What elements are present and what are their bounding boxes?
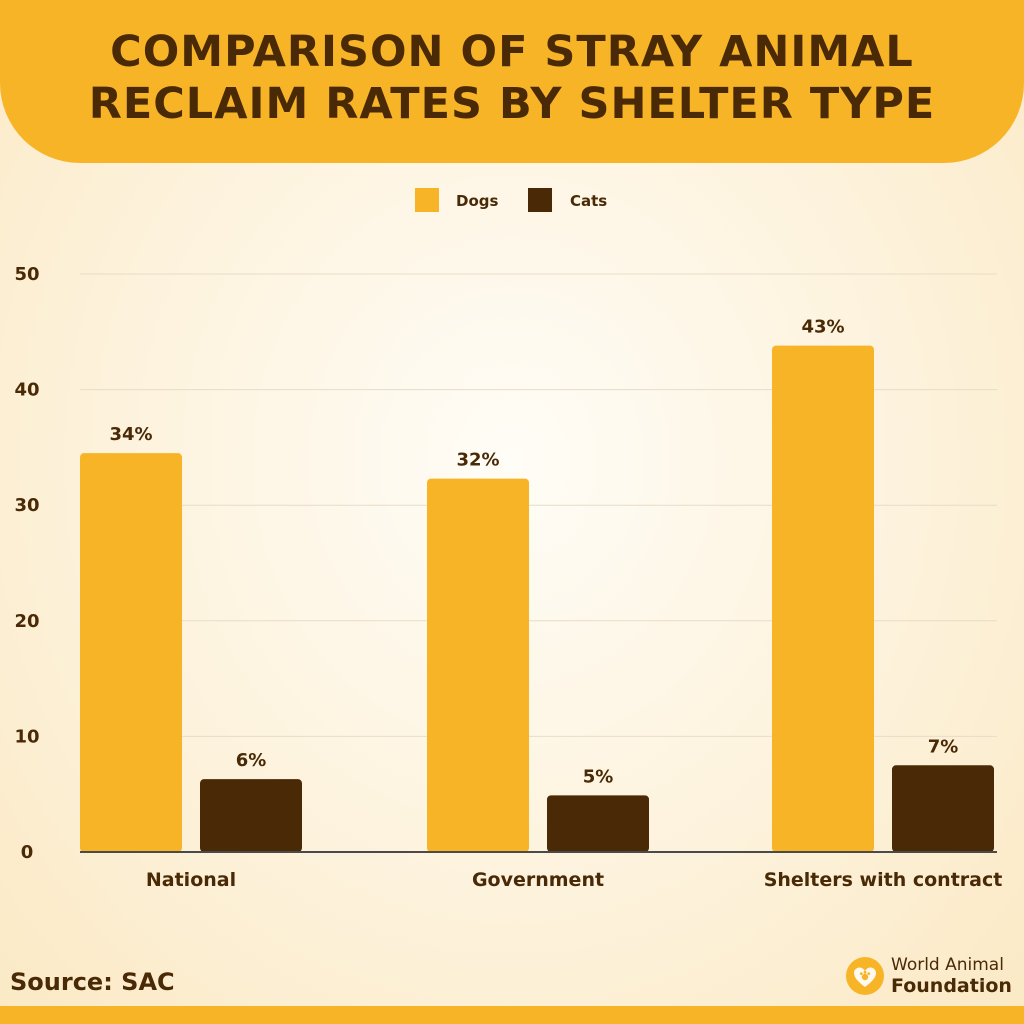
title-banner: COMPARISON OF STRAY ANIMAL RECLAIM RATES…: [0, 0, 1024, 163]
chart-title-line-2: RECLAIM RATES BY SHELTER TYPE: [88, 79, 936, 129]
bar-dogs-government: [427, 478, 529, 852]
legend-swatch-cats: [528, 188, 552, 212]
x-tick-label: Government: [472, 869, 604, 891]
bar-cats-national: [200, 779, 302, 852]
x-tick-label: National: [146, 869, 236, 891]
x-axis-ticks: National Government Shelters with contract: [146, 869, 1002, 891]
legend: Dogs Cats: [415, 188, 607, 212]
legend-label-cats: Cats: [570, 192, 607, 210]
y-tick-label: 10: [14, 726, 39, 747]
logo-text-foundation: Foundation: [891, 975, 1012, 997]
y-tick-label: 40: [14, 380, 39, 401]
data-label-cats: 7%: [928, 736, 959, 757]
bar-dogs-national: [80, 453, 182, 852]
data-label-dogs: 32%: [456, 450, 499, 471]
legend-label-dogs: Dogs: [456, 192, 498, 210]
y-axis-ticks: 0 10 20 30 40 50: [14, 264, 39, 863]
y-tick-label: 50: [14, 264, 39, 285]
bar-cats-government: [547, 795, 649, 852]
world-animal-foundation-logo: World Animal Foundation: [845, 952, 1020, 1000]
data-labels: 34% 6% 32% 5% 43% 7%: [109, 317, 958, 788]
logo-text-world-animal: World Animal: [891, 955, 1004, 975]
bars: [80, 345, 994, 852]
y-tick-label: 20: [14, 611, 39, 632]
legend-swatch-dogs: [415, 188, 439, 212]
footer-bar: [0, 1006, 1024, 1024]
y-tick-label: 30: [14, 495, 39, 516]
bar-cats-shelters-with-contract: [892, 765, 994, 852]
bar-chart: Dogs Cats 0 10 20 30 40 50 34% 6% 32% 5% 43% 7% Na…: [14, 188, 1002, 891]
chart-title: COMPARISON OF STRAY ANIMAL RECLAIM RATES…: [0, 26, 1024, 130]
data-label-dogs: 34%: [109, 424, 152, 445]
data-label-dogs: 43%: [801, 317, 844, 338]
paw-heart-icon: [846, 957, 884, 995]
x-tick-label: Shelters with contract: [764, 869, 1003, 891]
data-label-cats: 6%: [236, 750, 267, 771]
chart-title-line-1: COMPARISON OF STRAY ANIMAL: [110, 27, 914, 77]
source-note: Source: SAC: [10, 968, 175, 996]
y-tick-label: 0: [21, 842, 34, 863]
data-label-cats: 5%: [583, 766, 614, 787]
bar-dogs-shelters-with-contract: [772, 345, 874, 852]
